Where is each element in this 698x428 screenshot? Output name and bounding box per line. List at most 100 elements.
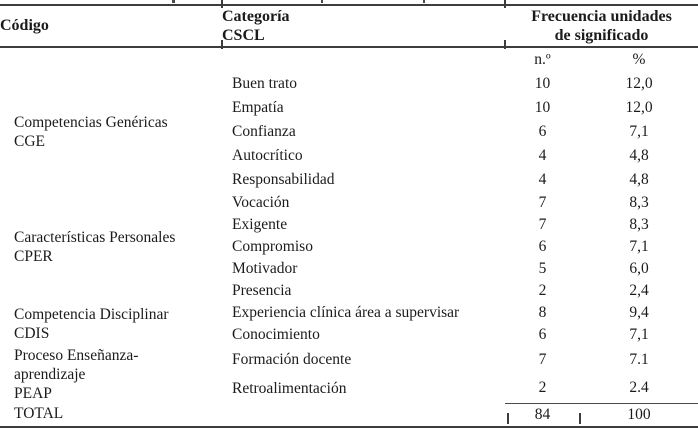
- table-header: Código Categoría CSCL Frecuencia unidade…: [0, 5, 698, 72]
- code-line: aprendizaje: [14, 366, 86, 383]
- code-line: Competencias Genéricas: [14, 114, 168, 131]
- header-codigo-label: Código: [0, 17, 49, 34]
- pct-value: 4,8: [629, 147, 649, 164]
- n-value: 10: [534, 99, 551, 116]
- table-body: Competencias Genéricas CGE Buen trato 10 12,…: [0, 72, 698, 428]
- table-row: Confianza 6 7,1: [0, 120, 698, 144]
- category-cell: Retroalimentación: [232, 379, 347, 397]
- code-line: Competencia Disciplinar: [14, 306, 169, 323]
- cutoff-caption-mark: [172, 0, 175, 3]
- n-value: 2: [538, 282, 547, 299]
- category-cell: Experiencia clínica área a supervisar: [232, 304, 460, 321]
- category-cell: Buen trato: [232, 75, 297, 92]
- n-value: 4: [538, 147, 547, 164]
- table-row: Autocrítico 4 4,8: [0, 144, 698, 168]
- header-row: Código Categoría CSCL Frecuencia unidade…: [0, 5, 698, 48]
- code-line: PEAP: [14, 385, 52, 402]
- table-row: Exigente 7 8,3: [0, 214, 698, 236]
- pct-value: 2,4: [629, 282, 649, 299]
- table-row: Compromiso 6 7,1: [0, 236, 698, 258]
- total-label: TOTAL: [0, 403, 505, 428]
- code-line: CDIS: [14, 325, 50, 342]
- n-value: 5: [538, 260, 547, 277]
- category-cell: Autocrítico: [232, 147, 303, 164]
- pct-value: 2.4: [629, 379, 649, 397]
- total-pct-value: 100: [580, 402, 698, 428]
- table-row: Proceso Enseñanza-aprendizaje PEAP Formaci…: [0, 346, 698, 402]
- n-value: 7: [538, 194, 547, 211]
- n-value: 6: [538, 238, 547, 255]
- category-cell: Empatía: [232, 99, 284, 116]
- n-value: 8: [538, 304, 547, 321]
- code-cell: Características Personales CPER: [0, 192, 222, 302]
- code-cell: Competencia Disciplinar CDIS: [0, 302, 222, 346]
- pct-value: 12,0: [625, 75, 653, 92]
- column-divider-tick: [504, 40, 506, 49]
- table-row: Competencia Disciplinar CDIS Experiencia c…: [0, 302, 698, 342]
- pct-value: 9,4: [629, 304, 649, 321]
- category-cell: Conocimiento: [232, 326, 320, 343]
- category-cell: Compromiso: [232, 238, 313, 255]
- table-row: Conocimiento 6 7,1: [0, 324, 698, 346]
- pct-value: 7,1: [629, 326, 649, 343]
- header-categoria: Categoría CSCL: [222, 5, 505, 48]
- column-divider-tick: [504, 0, 506, 8]
- pct-value: 12,0: [625, 99, 653, 116]
- code-cell: Proceso Enseñanza-aprendizaje PEAP: [0, 346, 222, 403]
- frequency-table: Código Categoría CSCL Frecuencia unidade…: [0, 4, 698, 428]
- subheader-n: n.º: [534, 51, 551, 68]
- table-row: Motivador 5 6,0: [0, 258, 698, 280]
- subheader-pct: %: [632, 51, 646, 68]
- pct-value: 4,8: [629, 171, 649, 188]
- table-row: Retroalimentación 2 2.4: [0, 374, 698, 403]
- total-n-value: 84: [505, 402, 580, 428]
- n-value: 7: [538, 351, 547, 369]
- code-cell: Competencias Genéricas CGE: [0, 72, 222, 192]
- category-cell: Confianza: [232, 123, 296, 140]
- cutoff-caption-mark: [423, 0, 425, 3]
- pct-value: 7,1: [629, 123, 649, 140]
- category-cell: Presencia: [232, 282, 292, 299]
- pct-value: 8,3: [629, 194, 649, 211]
- header-frecuencia-line1: Frecuencia unidades: [531, 8, 672, 25]
- category-cell: Exigente: [232, 216, 288, 233]
- column-divider-tick: [579, 413, 581, 424]
- subheader-empty-codigo: [0, 47, 222, 72]
- header-frecuencia-line2: de significado: [554, 27, 649, 44]
- header-codigo: Código: [0, 5, 222, 48]
- total-row: TOTAL 84 100: [0, 402, 698, 428]
- pct-value: 6,0: [629, 260, 649, 277]
- pct-value: 8,3: [629, 216, 649, 233]
- category-cell: Formación docente: [232, 351, 352, 369]
- table-row: Características Personales CPER Vocación 7 8…: [0, 192, 698, 265]
- header-categoria-line1: Categoría: [222, 8, 290, 25]
- category-cell: Motivador: [232, 260, 298, 277]
- category-cell: Responsabilidad: [232, 171, 335, 188]
- table-row: Empatía 10 12,0: [0, 96, 698, 120]
- n-value: 6: [538, 326, 547, 343]
- n-value: 6: [538, 123, 547, 140]
- n-value: 7: [538, 216, 547, 233]
- category-cell: Vocación: [232, 194, 290, 211]
- code-line: Características Personales: [14, 229, 176, 246]
- pct-value: 7,1: [629, 238, 649, 255]
- subheader-empty-categoria: [222, 47, 505, 72]
- column-divider-tick: [507, 413, 509, 424]
- pct-value: 7.1: [629, 351, 649, 369]
- subheader-row: n.º %: [0, 47, 698, 72]
- code-line: Proceso Enseñanza-: [14, 347, 139, 364]
- table-row: Presencia 2 2,4: [0, 280, 698, 302]
- code-line: CPER: [14, 248, 53, 265]
- table-row: Responsabilidad 4 4,8: [0, 168, 698, 192]
- cutoff-caption-mark: [321, 0, 323, 3]
- header-frecuencia: Frecuencia unidades de significado: [505, 5, 698, 48]
- code-line: CGE: [14, 133, 45, 150]
- column-divider-tick: [221, 40, 223, 49]
- table-row: Competencias Genéricas CGE Buen trato 10 12,…: [0, 72, 698, 150]
- n-value: 10: [534, 75, 551, 92]
- n-value: 4: [538, 171, 547, 188]
- column-divider-tick: [221, 0, 223, 8]
- header-categoria-line2: CSCL: [222, 27, 265, 44]
- n-value: 2: [538, 379, 547, 397]
